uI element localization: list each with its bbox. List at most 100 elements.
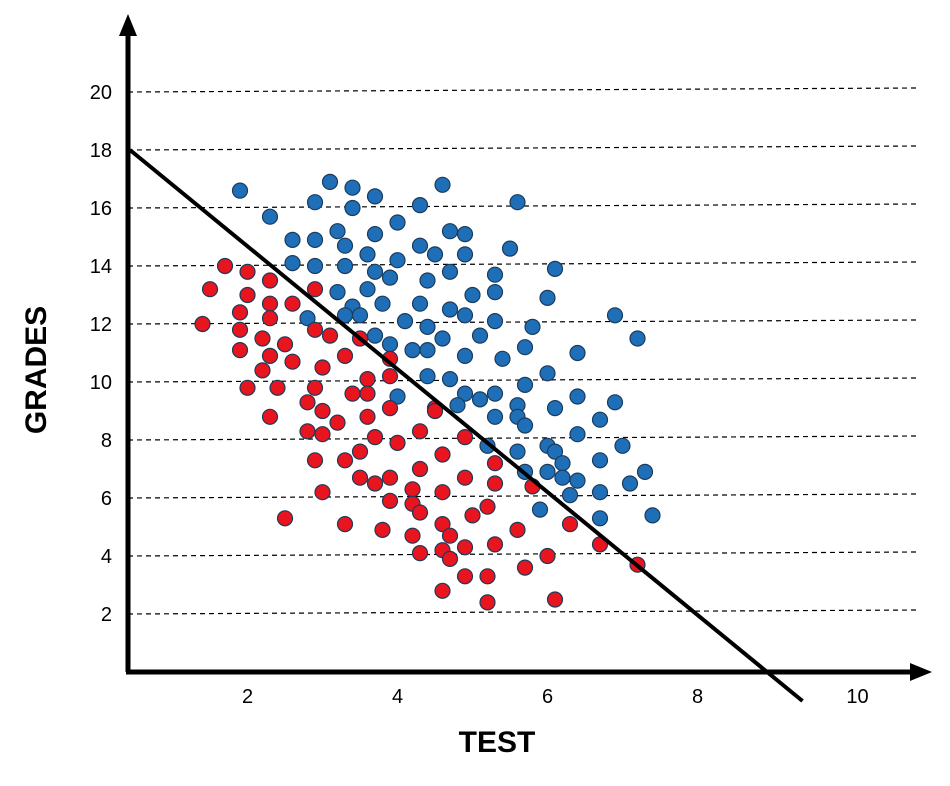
blue-point <box>419 342 436 359</box>
red-point <box>366 429 384 446</box>
blue-point <box>336 257 354 275</box>
blue-point <box>636 463 654 480</box>
y-tick-label: 8 <box>101 430 112 452</box>
blue-point <box>539 463 556 480</box>
blue-point <box>284 255 301 272</box>
blue-point <box>389 388 406 405</box>
gridline <box>127 145 919 151</box>
blue-point <box>366 327 384 344</box>
red-point <box>456 469 474 486</box>
red-point <box>239 286 256 304</box>
red-point <box>231 342 249 359</box>
red-point <box>344 385 361 402</box>
blue-point <box>381 269 399 286</box>
red-point <box>434 582 451 599</box>
gridline <box>127 551 919 557</box>
y-tick-labels: 2 4 6 8 10 12 14 16 18 20 <box>90 82 112 626</box>
blue-point <box>621 475 639 492</box>
blue-point <box>569 472 586 489</box>
red-point <box>539 547 556 565</box>
y-tick-label: 14 <box>90 256 112 278</box>
blue-point <box>411 237 429 254</box>
gridlines <box>127 87 919 615</box>
gridline <box>127 203 919 209</box>
x-tick-label: 10 <box>846 686 868 708</box>
blue-point <box>456 307 474 324</box>
blue-point <box>231 182 249 199</box>
blue-point <box>441 371 459 388</box>
blue-point <box>456 347 474 364</box>
red-point <box>216 257 234 275</box>
blue-point <box>606 394 624 411</box>
x-tick-labels: 2 4 6 8 10 <box>242 686 869 708</box>
blue-point <box>456 226 474 243</box>
x-tick-label: 6 <box>542 686 553 708</box>
blue-point <box>591 452 609 469</box>
red-point <box>254 362 271 379</box>
red-point <box>254 330 271 347</box>
red-point <box>269 379 286 396</box>
data-points <box>194 173 661 611</box>
red-point <box>359 408 376 425</box>
y-tick-label: 6 <box>101 488 112 510</box>
red-point <box>479 568 496 585</box>
blue-point <box>591 411 609 428</box>
blue-point <box>486 284 504 301</box>
red-point <box>411 460 429 478</box>
red-point <box>231 321 249 338</box>
blue-point <box>569 388 586 405</box>
blue-point <box>509 443 526 460</box>
decision-line <box>128 148 804 703</box>
red-point <box>299 394 316 411</box>
red-point <box>479 594 496 611</box>
blue-point <box>591 484 609 501</box>
red-point <box>486 455 504 472</box>
blue-point <box>644 507 661 524</box>
red-point <box>486 475 504 492</box>
red-point <box>306 281 324 298</box>
blue-point <box>449 397 466 414</box>
blue-point <box>606 307 624 324</box>
x-tick-label: 2 <box>242 686 253 708</box>
blue-point <box>539 289 556 306</box>
red-point <box>261 408 279 425</box>
red-point <box>329 414 346 431</box>
gridline <box>127 261 919 267</box>
gridline <box>127 435 919 441</box>
blue-point <box>366 263 384 280</box>
blue-point <box>404 342 421 359</box>
y-tick-label: 10 <box>90 372 112 394</box>
red-point <box>306 321 324 338</box>
blue-point <box>546 443 564 460</box>
blue-point <box>441 301 459 318</box>
blue-point <box>486 408 504 425</box>
blue-point <box>389 214 406 231</box>
gridline <box>127 377 919 383</box>
blue-point <box>389 252 406 269</box>
red-point <box>411 504 429 521</box>
red-point <box>231 304 249 321</box>
blue-point <box>554 455 571 472</box>
blue-point <box>494 350 511 367</box>
red-point <box>359 385 376 402</box>
red-point <box>299 423 316 440</box>
red-point <box>441 527 459 544</box>
red-point <box>509 521 526 539</box>
red-point <box>546 591 564 608</box>
blue-point <box>539 365 556 382</box>
blue-point <box>569 426 586 443</box>
red-point <box>456 568 474 585</box>
gridline <box>127 319 919 325</box>
blue-point <box>261 208 279 225</box>
blue-point <box>569 344 586 362</box>
red-point <box>284 353 301 370</box>
blue-point <box>336 237 354 254</box>
red-point <box>464 507 481 524</box>
blue-point <box>344 199 361 217</box>
blue-point <box>351 307 369 324</box>
red-point <box>261 347 279 364</box>
red-point <box>261 310 279 327</box>
blue-point <box>456 246 474 263</box>
blue-point <box>419 318 436 335</box>
